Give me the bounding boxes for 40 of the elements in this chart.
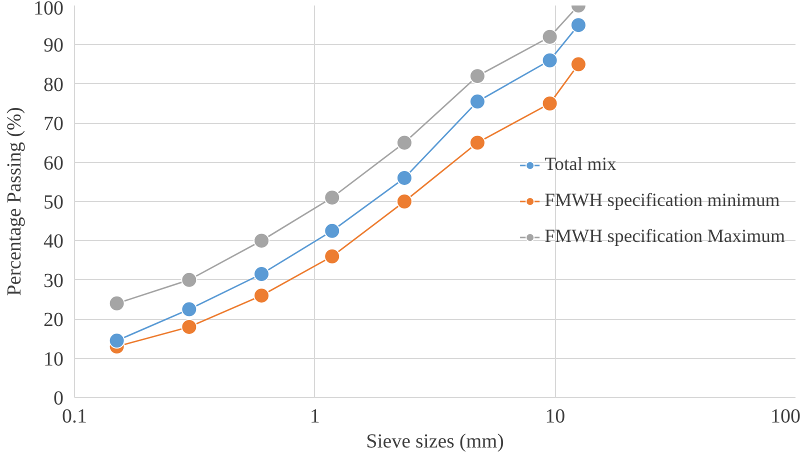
point bbox=[469, 94, 486, 110]
y-tick-label: 60 bbox=[44, 152, 64, 174]
point bbox=[181, 301, 198, 318]
y-axis-title: Percentage Passing (%) bbox=[4, 107, 26, 296]
y-tick-label: 80 bbox=[44, 74, 64, 96]
point bbox=[254, 288, 270, 304]
point bbox=[324, 222, 340, 239]
y-tick-label: 30 bbox=[44, 270, 64, 292]
y-tick-label: 40 bbox=[44, 230, 64, 253]
y-tick-label: 90 bbox=[44, 34, 64, 57]
y-tick-label: 0 bbox=[54, 388, 64, 410]
point bbox=[108, 332, 125, 349]
x-axis-title: Sieve sizes (mm) bbox=[366, 430, 504, 452]
point bbox=[396, 170, 412, 186]
legend-label: FMWH specification minimum bbox=[544, 190, 780, 212]
point bbox=[542, 28, 558, 45]
point bbox=[469, 68, 486, 84]
point bbox=[396, 134, 412, 151]
y-tick-label: 20 bbox=[44, 309, 64, 332]
x-tick-label: 10 bbox=[545, 406, 566, 428]
legend-label: Total mix bbox=[544, 154, 616, 176]
point bbox=[324, 248, 340, 264]
y-tick-label: 100 bbox=[34, 0, 64, 20]
point bbox=[181, 272, 198, 288]
x-tick-label: 0.1 bbox=[62, 406, 87, 428]
point bbox=[254, 232, 270, 249]
point bbox=[542, 96, 558, 112]
point bbox=[181, 318, 198, 335]
point bbox=[108, 295, 125, 312]
point bbox=[469, 134, 486, 151]
y-tick-label: 70 bbox=[44, 113, 64, 136]
legend-label: FMWH specification Maximum bbox=[544, 226, 785, 248]
x-tick-label: 100 bbox=[770, 406, 800, 428]
point bbox=[324, 190, 340, 206]
x-tick-label: 1 bbox=[310, 406, 320, 428]
point bbox=[396, 194, 412, 210]
y-tick-label: 10 bbox=[44, 348, 64, 370]
point bbox=[542, 52, 558, 68]
point bbox=[254, 266, 270, 282]
y-tick-label: 50 bbox=[44, 192, 64, 214]
